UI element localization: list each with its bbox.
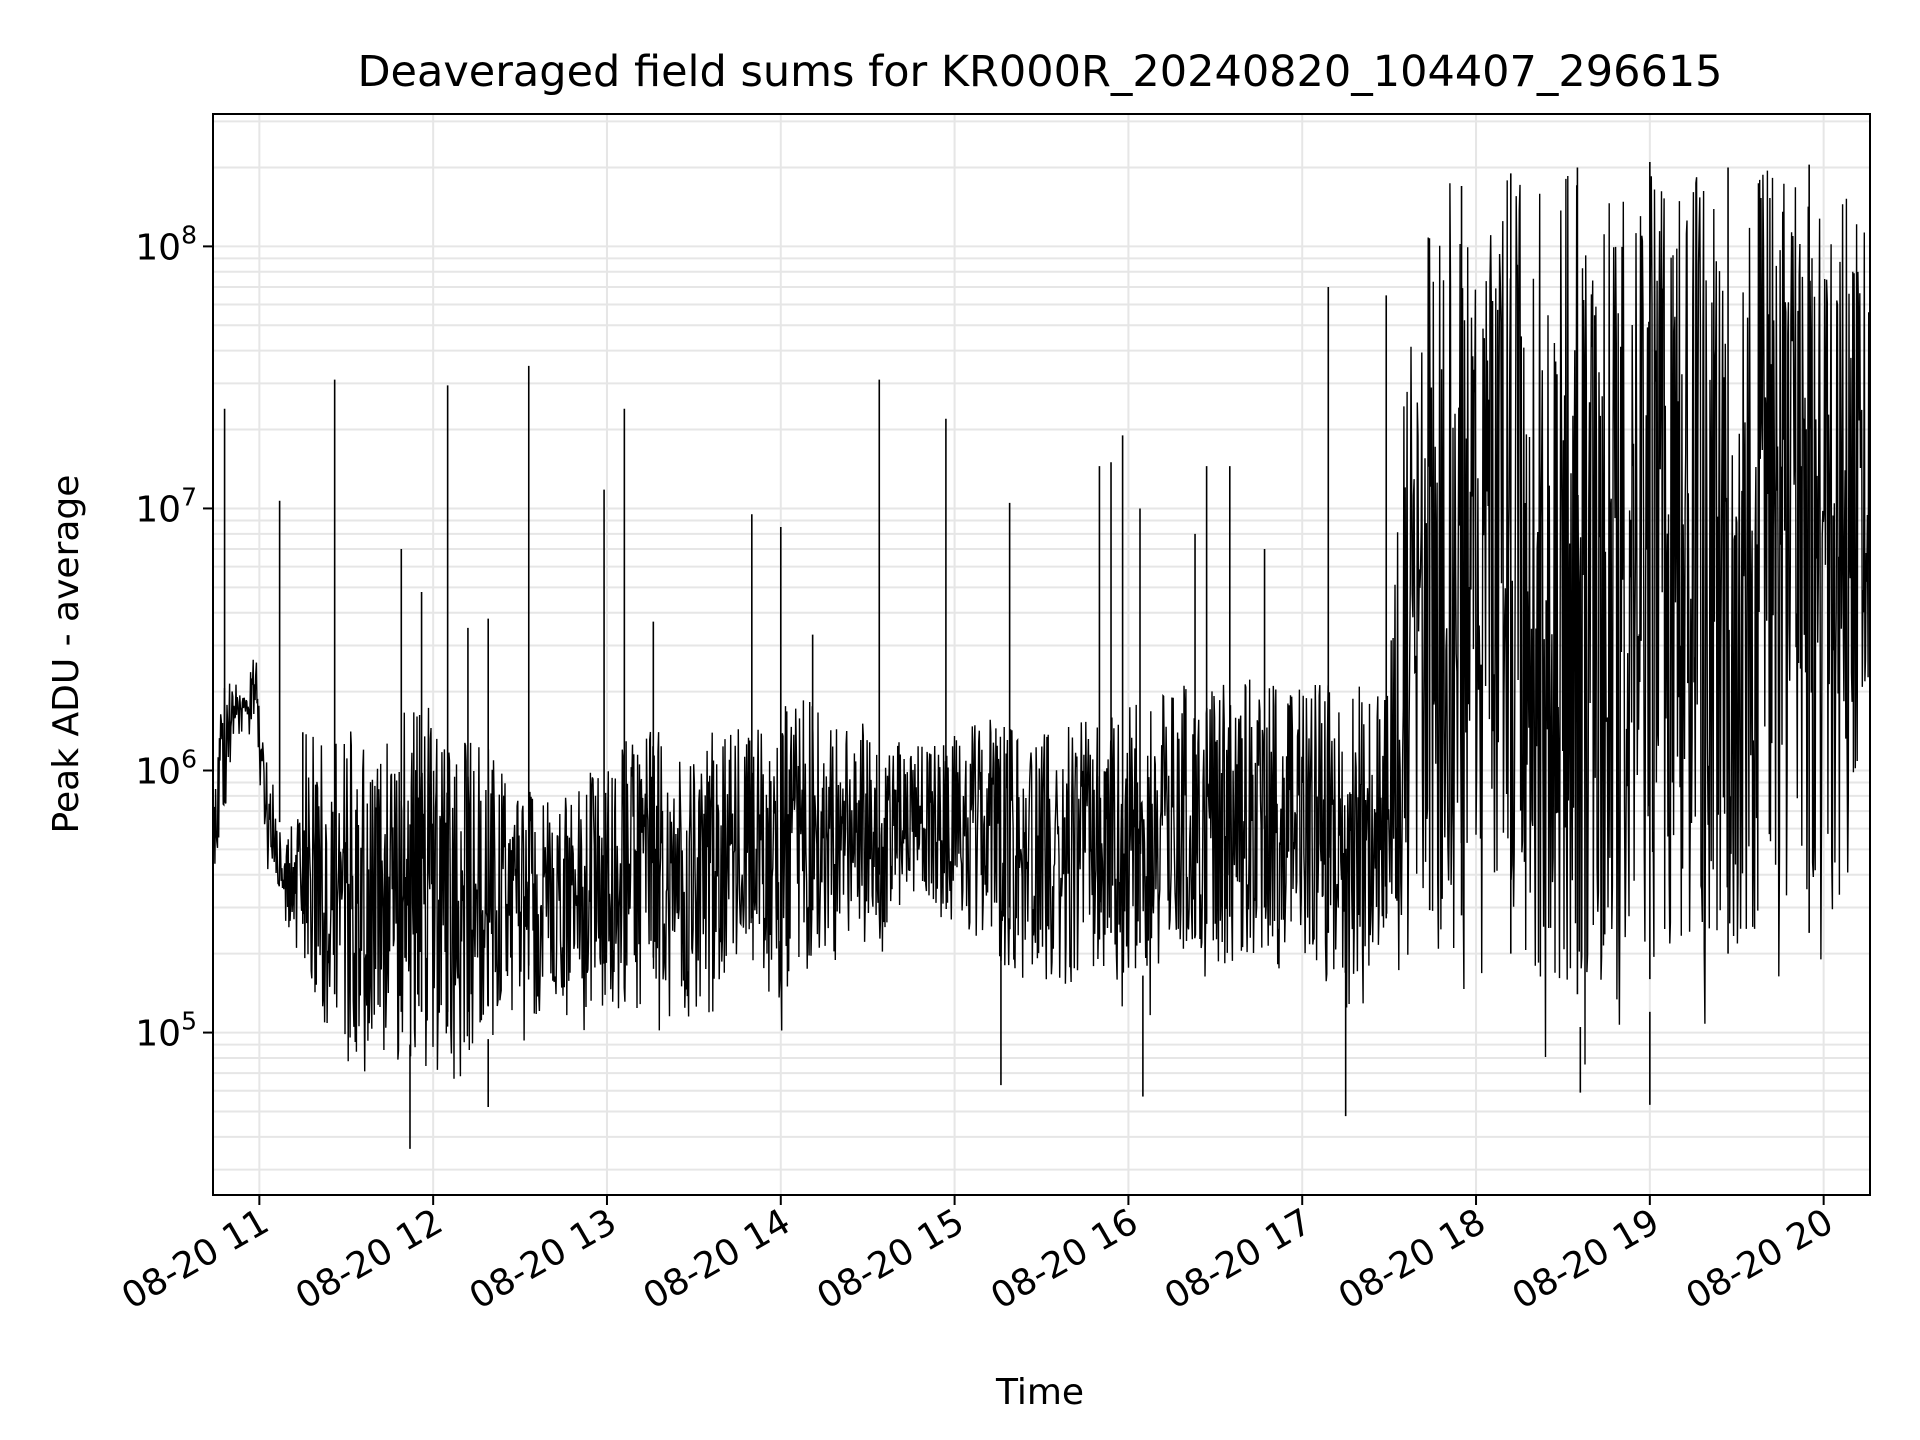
series-line (213, 161, 1870, 1149)
y-tick-label: 107 (135, 482, 197, 530)
plot-frame (212, 113, 1871, 1196)
x-axis-label: Time (995, 1372, 1084, 1413)
series-path (213, 170, 1870, 1079)
y-tick-label: 108 (135, 220, 197, 268)
y-axis: 105 106 107 108 (135, 220, 213, 1055)
y-tick-label: 106 (135, 745, 197, 793)
chart-title: Deaveraged field sums for KR000R_2024082… (357, 47, 1722, 97)
y-tick-label: 105 (135, 1007, 197, 1055)
y-axis-label: Peak ADU - average (46, 475, 87, 834)
